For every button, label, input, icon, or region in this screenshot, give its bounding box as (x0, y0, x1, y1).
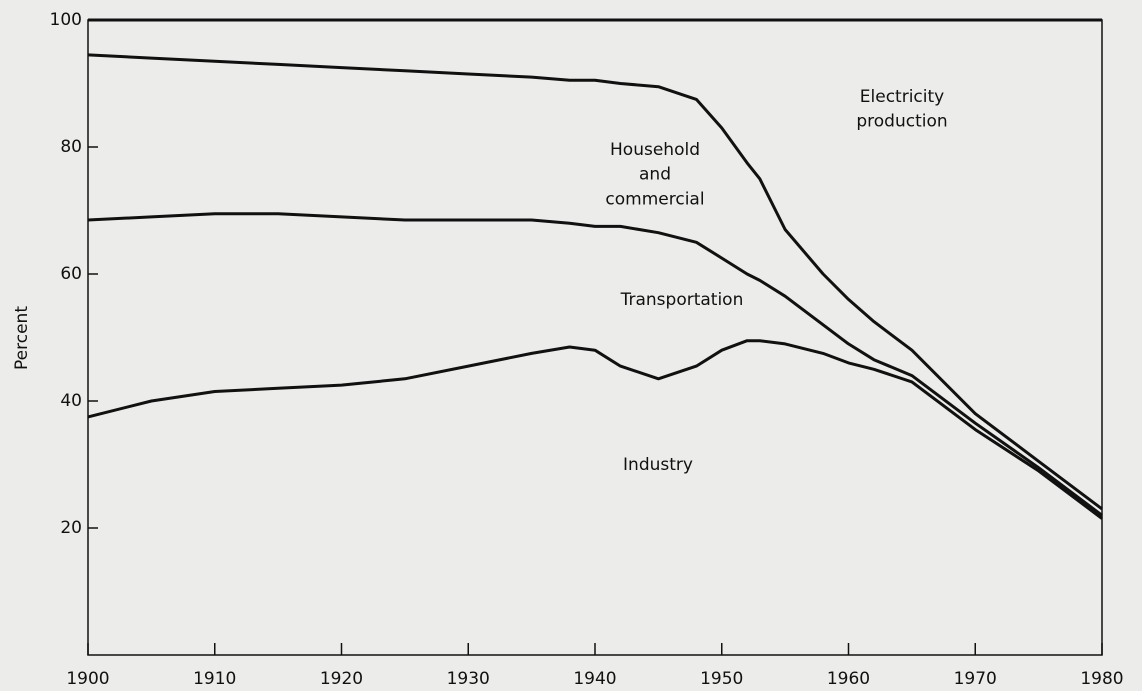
series-label: Transportation (620, 290, 744, 310)
series-label: Industry (623, 455, 693, 475)
x-tick-label: 1940 (573, 669, 616, 689)
x-tick-label: 1970 (954, 669, 997, 689)
plot-frame (87, 19, 1103, 656)
series-label: Household and commercial (605, 140, 704, 209)
y-tick-label: 60 (60, 264, 82, 284)
series-label: Electricity production (856, 87, 947, 132)
x-tick-label: 1960 (827, 669, 870, 689)
y-tick-label: 80 (60, 137, 82, 157)
x-tick-label: 1930 (447, 669, 490, 689)
x-tick-label: 1900 (66, 669, 109, 689)
x-tick-label: 1980 (1080, 669, 1123, 689)
stack-boundary-line (87, 339, 1103, 520)
stack-boundary-line (87, 212, 1103, 517)
x-tick-label: 1910 (193, 669, 236, 689)
y-tick-label: 100 (50, 10, 82, 30)
y-tick-label: 20 (60, 518, 82, 538)
y-tick-label: 40 (60, 391, 82, 411)
y-axis-label: Percent (12, 306, 32, 370)
x-tick-label: 1920 (320, 669, 363, 689)
x-tick-label: 1950 (700, 669, 743, 689)
stack-boundary-line (87, 53, 1103, 511)
